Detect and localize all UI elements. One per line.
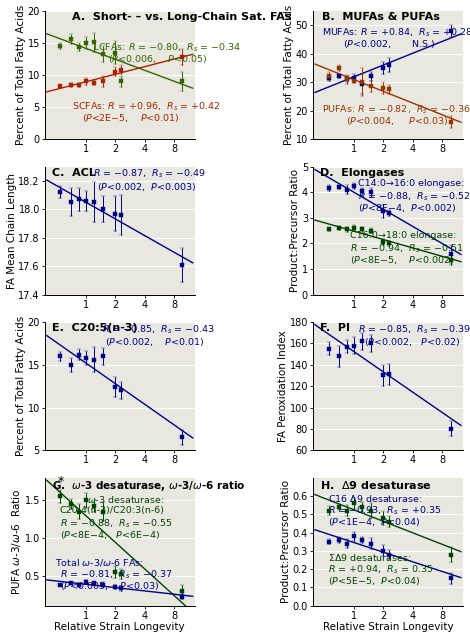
X-axis label: Relative Strain Longevity: Relative Strain Longevity <box>322 622 453 632</box>
Text: ($P$<2E$-$5,    $P$<0.01): ($P$<2E$-$5, $P$<0.01) <box>82 112 180 124</box>
Text: SCFAs: $R$ = +0.96,  $R_s$ = +0.42: SCFAs: $R$ = +0.96, $R_s$ = +0.42 <box>72 101 221 113</box>
Text: ($P$<0.002,  $P$<0.003): ($P$<0.002, $P$<0.003) <box>97 181 197 192</box>
Text: Total $\omega$-3/$\omega$-6 FAs:: Total $\omega$-3/$\omega$-6 FAs: <box>55 557 144 568</box>
Text: F.  PI: F. PI <box>321 323 350 334</box>
Text: D.  Elongases: D. Elongases <box>321 168 405 178</box>
Text: $R$ = $-$0.94,  $R_s$ = $-$0.51: $R$ = $-$0.94, $R_s$ = $-$0.51 <box>351 242 464 254</box>
Y-axis label: PUFA $\omega$-3/$\omega$-6  Ratio: PUFA $\omega$-3/$\omega$-6 Ratio <box>10 488 23 595</box>
Y-axis label: FA Peroxidation Index: FA Peroxidation Index <box>278 330 288 442</box>
Text: $R$ = $-$0.93,  $R_s$ = +0.35: $R$ = $-$0.93, $R_s$ = +0.35 <box>328 505 441 517</box>
Text: H.  $\Delta$9 desaturase: H. $\Delta$9 desaturase <box>321 479 432 491</box>
Text: MUFAs: $R$ = +0.84,  $R_s$ = +0.28: MUFAs: $R$ = +0.84, $R_s$ = +0.28 <box>322 26 470 39</box>
Text: C16 $\Delta$9 desaturase:: C16 $\Delta$9 desaturase: <box>328 493 422 504</box>
Text: A.  Short- – vs. Long-Chain Sat. FAs: A. Short- – vs. Long-Chain Sat. FAs <box>72 12 291 22</box>
Text: ($P$<1E$-$4,  $P$<0.04): ($P$<1E$-$4, $P$<0.04) <box>328 516 420 528</box>
Text: ($P$<0.006,    $P$<0.05): ($P$<0.006, $P$<0.05) <box>108 53 207 65</box>
Text: $R$ = $-$0.85,  $R_s$ = $-$0.43: $R$ = $-$0.85, $R_s$ = $-$0.43 <box>102 323 215 336</box>
Text: ($P$<0.002,    $P$<0.01): ($P$<0.002, $P$<0.01) <box>105 336 204 348</box>
Text: C16:0→18:0 elongase:: C16:0→18:0 elongase: <box>351 231 457 240</box>
Text: C20:4(n-3)/C20:3(n-6): C20:4(n-3)/C20:3(n-6) <box>60 506 164 515</box>
Text: C.  ACL: C. ACL <box>52 168 96 178</box>
Text: C14:0→16:0 elongase:: C14:0→16:0 elongase: <box>358 180 464 189</box>
Text: ($P$<8E$-$5,    $P$<0.002): ($P$<8E$-$5, $P$<0.002) <box>351 254 454 266</box>
X-axis label: Relative Strain Longevity: Relative Strain Longevity <box>55 622 185 632</box>
Text: $R$ = $-$0.85,  $R_s$ = $-$0.39: $R$ = $-$0.85, $R_s$ = $-$0.39 <box>358 323 470 336</box>
Text: $R$ = +0.94,  $R_s$ = 0.35: $R$ = +0.94, $R_s$ = 0.35 <box>328 564 433 576</box>
Text: ($P$<0.002,       N.S.): ($P$<0.002, N.S.) <box>343 38 436 50</box>
Y-axis label: FA Mean Chain Length: FA Mean Chain Length <box>7 173 17 289</box>
Text: ($P$<8E$-$4,   $P$<6E$-$4): ($P$<8E$-$4, $P$<6E$-$4) <box>60 529 160 541</box>
Text: ($P$<0.002,   $P$<0.02): ($P$<0.002, $P$<0.02) <box>364 336 460 348</box>
Y-axis label: Percent of Total Fatty Acids: Percent of Total Fatty Acids <box>16 316 26 456</box>
Text: $R$ = $-$0.88,  $R_s$ = $-$0.55: $R$ = $-$0.88, $R_s$ = $-$0.55 <box>60 518 173 530</box>
Text: ($P$<0.005,    $P$<0.03): ($P$<0.005, $P$<0.03) <box>60 580 159 592</box>
Text: E.  C20:5(n-3): E. C20:5(n-3) <box>52 323 138 334</box>
Text: ($P$<8E$-$4,  $P$<0.002): ($P$<8E$-$4, $P$<0.002) <box>358 203 456 215</box>
Text: $R$ = $-$0.88,  $R_s$ = $-$0.52: $R$ = $-$0.88, $R_s$ = $-$0.52 <box>358 191 470 203</box>
Text: G.  $\omega$-3 desaturase, $\omega$-3/$\omega$-6 ratio: G. $\omega$-3 desaturase, $\omega$-3/$\o… <box>52 479 246 493</box>
Text: $\omega$-3 desaturase:: $\omega$-3 desaturase: <box>87 495 164 505</box>
Text: ($P$<0.004,     $P$<0.03): ($P$<0.004, $P$<0.03) <box>346 115 448 127</box>
Y-axis label: Percent of Total Fatty Acids: Percent of Total Fatty Acids <box>284 5 294 145</box>
Text: B.  MUFAs & PUFAs: B. MUFAs & PUFAs <box>322 12 440 22</box>
Y-axis label: Product:Precursor Ratio: Product:Precursor Ratio <box>290 169 300 292</box>
Text: *: * <box>57 475 63 488</box>
Y-axis label: Product:Precursor Ratio: Product:Precursor Ratio <box>281 481 291 603</box>
Text: $R$ = $-$0.87,  $R_s$ = $-$0.49: $R$ = $-$0.87, $R_s$ = $-$0.49 <box>93 168 206 180</box>
Text: ($P$<5E$-$5,  $P$<0.04): ($P$<5E$-$5, $P$<0.04) <box>328 575 420 587</box>
Text: $R$ = $-$0.81,  $R_s$ = $-$0.37: $R$ = $-$0.81, $R_s$ = $-$0.37 <box>60 569 173 581</box>
Y-axis label: Percent of Total Fatty Acids: Percent of Total Fatty Acids <box>16 5 26 145</box>
Text: PUFAs: $R$ = $-$0.82,  $R_s$ = $-$0.36: PUFAs: $R$ = $-$0.82, $R_s$ = $-$0.36 <box>322 104 470 116</box>
Text: $\Sigma\Delta$9 desaturases:: $\Sigma\Delta$9 desaturases: <box>328 552 411 563</box>
Text: LCFAs: $R$ = $-$0.80,  $R_s$ = $-$0.34: LCFAs: $R$ = $-$0.80, $R_s$ = $-$0.34 <box>93 42 241 54</box>
